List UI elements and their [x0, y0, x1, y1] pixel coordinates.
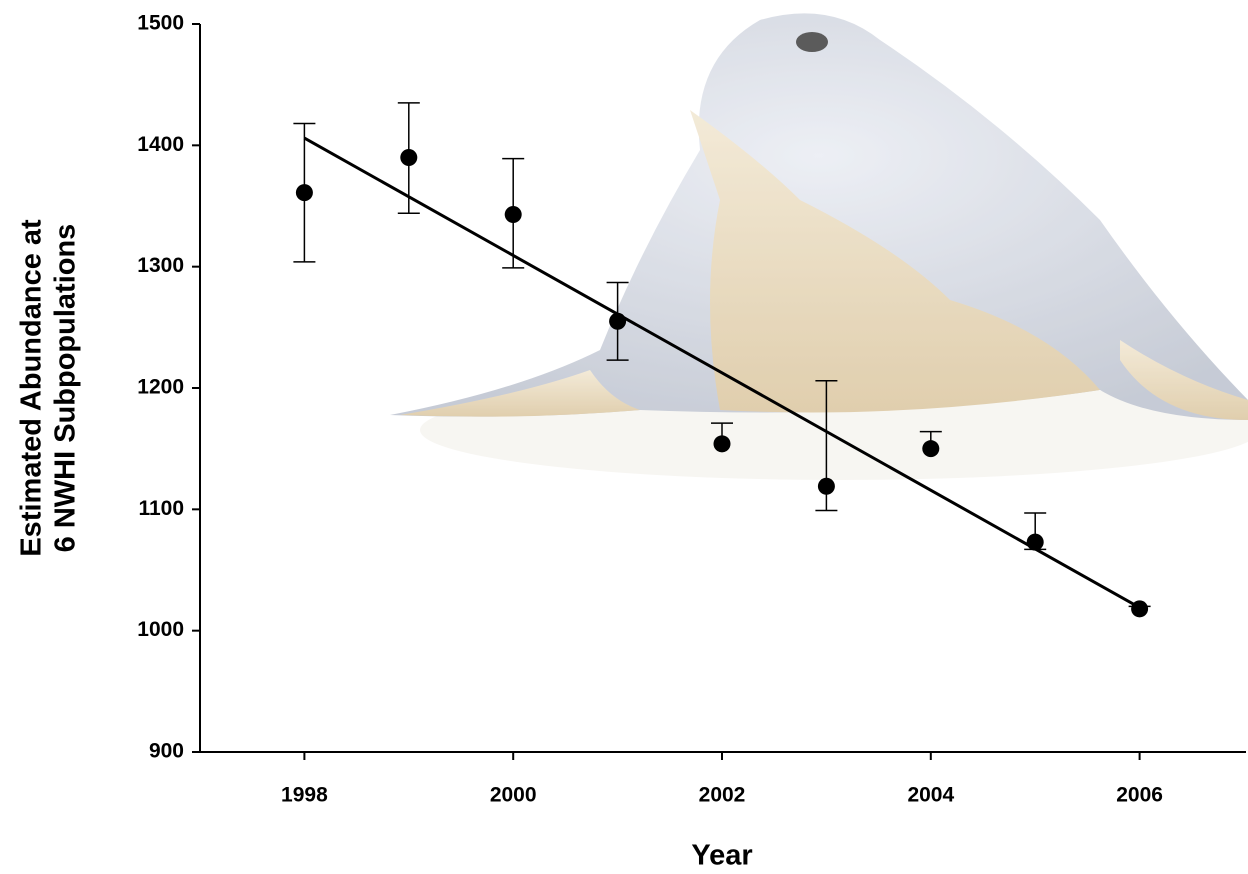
data-point	[400, 148, 418, 166]
x-axis-title: Year	[691, 840, 752, 872]
y-axis-title-line: 6 NWHI Subpopulations	[50, 224, 82, 553]
x-tick-label: 2004	[907, 784, 954, 807]
data-point	[1131, 600, 1149, 618]
data-point	[609, 312, 627, 330]
error-bar	[502, 214, 525, 269]
data-point	[922, 440, 940, 458]
error-bar	[815, 379, 838, 487]
x-tick-label: 2000	[490, 784, 537, 807]
y-tick-label: 1400	[137, 133, 184, 156]
y-tick-label: 1300	[137, 254, 184, 277]
x-tick-label: 2002	[699, 784, 746, 807]
y-tick-label: 900	[149, 740, 184, 763]
error-bar	[502, 157, 525, 215]
trend-line	[303, 136, 1141, 609]
data-point	[1026, 533, 1044, 551]
data-point	[295, 184, 313, 202]
x-tick-label: 1998	[281, 784, 328, 807]
error-bar	[293, 192, 316, 263]
data-point	[817, 477, 835, 495]
error-bar	[397, 102, 420, 158]
error-bar	[397, 157, 420, 215]
x-tick-label: 2006	[1116, 784, 1163, 807]
seal-photo	[390, 13, 1248, 480]
y-tick-label: 1100	[138, 497, 184, 520]
y-axis-title-line: Estimated Abundance at	[16, 219, 48, 557]
y-tick-label: 1500	[137, 12, 184, 35]
error-bar	[293, 122, 316, 193]
y-axis-title: Estimated Abundance at 6 NWHI Subpopulat…	[16, 219, 82, 557]
y-tick-label: 1200	[137, 376, 184, 399]
y-tick-label: 1000	[137, 618, 184, 641]
data-point	[713, 435, 731, 453]
data-point	[504, 205, 522, 223]
